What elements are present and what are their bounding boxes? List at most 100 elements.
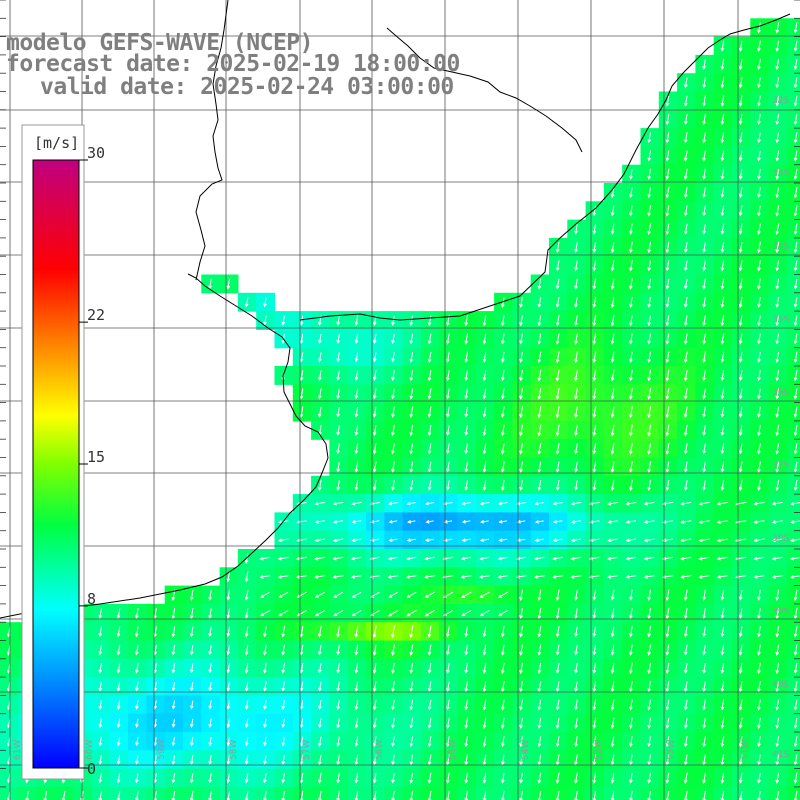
wind-arrow: [552, 556, 564, 561]
wind-arrow: [464, 461, 469, 473]
wind-arrow: [244, 700, 249, 710]
wind-arrow: [793, 223, 798, 235]
wind-arrow: [424, 591, 435, 598]
wind-arrow: [592, 388, 597, 400]
wind-cell: [786, 475, 800, 495]
wind-arrow: [296, 520, 307, 524]
wind-arrow: [372, 699, 377, 711]
wind-arrow: [314, 591, 325, 598]
wind-arrow: [537, 406, 542, 419]
wind-arrow: [226, 773, 231, 784]
wind-arrow: [208, 736, 212, 747]
longitude-label: 57W: [302, 740, 312, 760]
wind-arrow: [427, 644, 432, 656]
wind-arrow: [244, 626, 249, 638]
wind-arrow: [482, 406, 487, 418]
wind-arrow: [592, 626, 597, 638]
wind-arrow: [683, 736, 688, 748]
wind-arrow: [372, 718, 377, 729]
wind-arrow: [592, 699, 597, 711]
wind-arrow: [263, 718, 267, 729]
wind-arrow: [629, 699, 633, 711]
wind-arrow: [793, 242, 798, 254]
wind-arrow: [354, 388, 359, 400]
wind-arrow: [702, 608, 706, 620]
wind-arrow: [592, 424, 597, 437]
wind-arrow: [391, 772, 395, 784]
wind-arrow: [482, 662, 487, 675]
wind-arrow: [757, 754, 761, 766]
latitude-label: 32S: [772, 96, 789, 106]
wind-arrow: [555, 736, 560, 748]
wind-arrow: [592, 443, 597, 455]
wind-arrow: [555, 644, 560, 656]
wind-arrow: [610, 644, 615, 656]
wind-arrow: [738, 443, 743, 455]
wind-arrow: [738, 461, 743, 473]
wind-arrow: [500, 479, 505, 491]
wind-arrow: [643, 556, 655, 561]
wind-arrow: [574, 644, 578, 656]
wind-arrow: [793, 186, 798, 199]
wind-arrow: [775, 241, 780, 254]
wind-arrow: [610, 589, 615, 601]
wind-arrow: [647, 333, 651, 345]
wind-arrow: [281, 644, 285, 656]
wind-arrow: [793, 662, 798, 674]
wind-arrow: [757, 479, 761, 492]
wind-arrow: [610, 187, 615, 198]
wind-arrow: [336, 754, 340, 766]
wind-arrow: [299, 370, 304, 382]
wind-arrow: [574, 296, 578, 309]
wind-arrow: [555, 443, 560, 455]
wind-arrow: [482, 791, 487, 800]
wind-arrow: [683, 315, 688, 327]
wind-arrow: [647, 315, 652, 327]
wind-arrow: [391, 333, 395, 345]
wind-arrow: [588, 556, 600, 561]
wind-arrow: [537, 736, 542, 747]
wind-arrow: [354, 370, 359, 381]
wind-arrow: [409, 736, 414, 747]
wind-arrow: [98, 754, 103, 766]
wind-arrow: [427, 406, 432, 418]
wind-arrow: [793, 479, 798, 491]
wind-arrow: [592, 717, 597, 730]
wind-arrow: [263, 663, 267, 674]
wind-arrow: [351, 501, 362, 506]
wind-arrow: [607, 520, 618, 524]
wind-arrow: [702, 479, 706, 491]
wind-arrow: [775, 22, 780, 34]
wind-arrow: [226, 278, 231, 290]
wind-arrow: [387, 609, 399, 617]
wind-arrow: [775, 461, 780, 473]
wind-arrow: [720, 662, 725, 674]
wind-arrow: [460, 556, 472, 561]
wind-arrow: [446, 626, 450, 638]
wind-arrow: [464, 351, 468, 363]
wind-arrow: [665, 333, 670, 345]
wind-arrow: [519, 424, 523, 437]
wind-arrow: [555, 369, 560, 382]
wind-arrow: [135, 700, 139, 710]
wind-arrow: [793, 59, 798, 71]
wind-arrow: [446, 425, 450, 437]
wind-arrow: [647, 736, 652, 747]
wind-arrow: [409, 352, 414, 363]
wind-arrow: [720, 278, 725, 290]
wind-arrow: [665, 315, 670, 327]
wind-arrow: [720, 681, 725, 693]
wind-arrow: [702, 424, 706, 437]
wind-arrow: [647, 187, 651, 199]
wind-arrow: [702, 132, 706, 144]
wind-arrow: [757, 333, 761, 345]
wind-cell: [786, 54, 800, 74]
wind-arrow: [354, 406, 359, 418]
wind-arrow: [665, 241, 670, 254]
wind-arrow: [443, 538, 453, 542]
wind-arrow: [702, 772, 706, 784]
wind-arrow: [482, 626, 487, 638]
wind-arrow: [171, 626, 176, 638]
wind-arrow: [427, 315, 432, 327]
wind-arrow: [555, 772, 560, 784]
